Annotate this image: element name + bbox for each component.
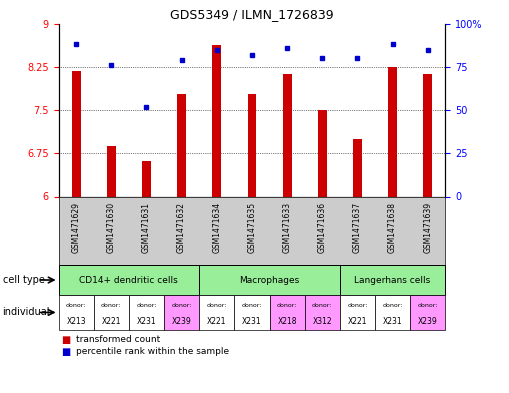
Bar <box>423 74 432 196</box>
Text: GSM1471638: GSM1471638 <box>388 202 397 253</box>
Text: X231: X231 <box>136 317 156 326</box>
Bar <box>142 161 151 196</box>
Text: individual: individual <box>3 307 50 318</box>
Bar <box>247 94 257 196</box>
Text: GSM1471637: GSM1471637 <box>353 202 362 253</box>
Bar <box>59 295 94 330</box>
Text: X218: X218 <box>277 317 297 326</box>
Bar <box>164 295 199 330</box>
Text: GSM1471634: GSM1471634 <box>212 202 221 253</box>
Text: GSM1471630: GSM1471630 <box>107 202 116 253</box>
Bar <box>305 295 340 330</box>
Text: CD14+ dendritic cells: CD14+ dendritic cells <box>79 275 178 285</box>
Bar <box>199 295 234 330</box>
Bar <box>212 46 221 196</box>
Text: X221: X221 <box>348 317 367 326</box>
Text: X221: X221 <box>101 317 121 326</box>
Text: donor:: donor: <box>136 303 157 308</box>
Text: Macrophages: Macrophages <box>239 275 300 285</box>
Text: ■: ■ <box>61 347 70 357</box>
Text: donor:: donor: <box>242 303 262 308</box>
Text: donor:: donor: <box>382 303 403 308</box>
Text: X239: X239 <box>172 317 191 326</box>
Bar <box>177 94 186 196</box>
Text: donor:: donor: <box>66 303 87 308</box>
Text: ■: ■ <box>61 335 70 345</box>
Text: GSM1471633: GSM1471633 <box>282 202 292 253</box>
Text: GSM1471631: GSM1471631 <box>142 202 151 253</box>
Text: GSM1471639: GSM1471639 <box>423 202 432 253</box>
Bar <box>318 110 327 196</box>
Text: X213: X213 <box>66 317 86 326</box>
Bar <box>199 265 340 295</box>
Bar <box>107 146 116 196</box>
Text: donor:: donor: <box>207 303 227 308</box>
Bar <box>410 295 445 330</box>
Text: GSM1471632: GSM1471632 <box>177 202 186 253</box>
Text: Langerhans cells: Langerhans cells <box>354 275 431 285</box>
Title: GDS5349 / ILMN_1726839: GDS5349 / ILMN_1726839 <box>170 8 334 21</box>
Bar <box>353 139 362 196</box>
Text: donor:: donor: <box>101 303 122 308</box>
Bar <box>340 265 445 295</box>
Text: X231: X231 <box>383 317 403 326</box>
Bar <box>129 295 164 330</box>
Text: donor:: donor: <box>277 303 297 308</box>
Bar <box>94 295 129 330</box>
Bar <box>59 265 199 295</box>
Text: GSM1471629: GSM1471629 <box>72 202 80 253</box>
Text: donor:: donor: <box>312 303 332 308</box>
Text: cell type: cell type <box>3 275 44 285</box>
Bar <box>234 295 270 330</box>
Text: donor:: donor: <box>347 303 367 308</box>
Bar <box>270 295 305 330</box>
Text: donor:: donor: <box>417 303 438 308</box>
Text: GSM1471636: GSM1471636 <box>318 202 327 253</box>
Text: GSM1471635: GSM1471635 <box>247 202 257 253</box>
Text: donor:: donor: <box>172 303 192 308</box>
Bar <box>388 67 397 196</box>
Bar <box>282 74 292 196</box>
Text: percentile rank within the sample: percentile rank within the sample <box>76 347 230 356</box>
Bar <box>72 71 80 196</box>
Text: transformed count: transformed count <box>76 336 161 344</box>
Bar <box>340 295 375 330</box>
Bar <box>375 295 410 330</box>
Text: X231: X231 <box>242 317 262 326</box>
Text: X239: X239 <box>418 317 438 326</box>
Text: X312: X312 <box>313 317 332 326</box>
Text: X221: X221 <box>207 317 227 326</box>
